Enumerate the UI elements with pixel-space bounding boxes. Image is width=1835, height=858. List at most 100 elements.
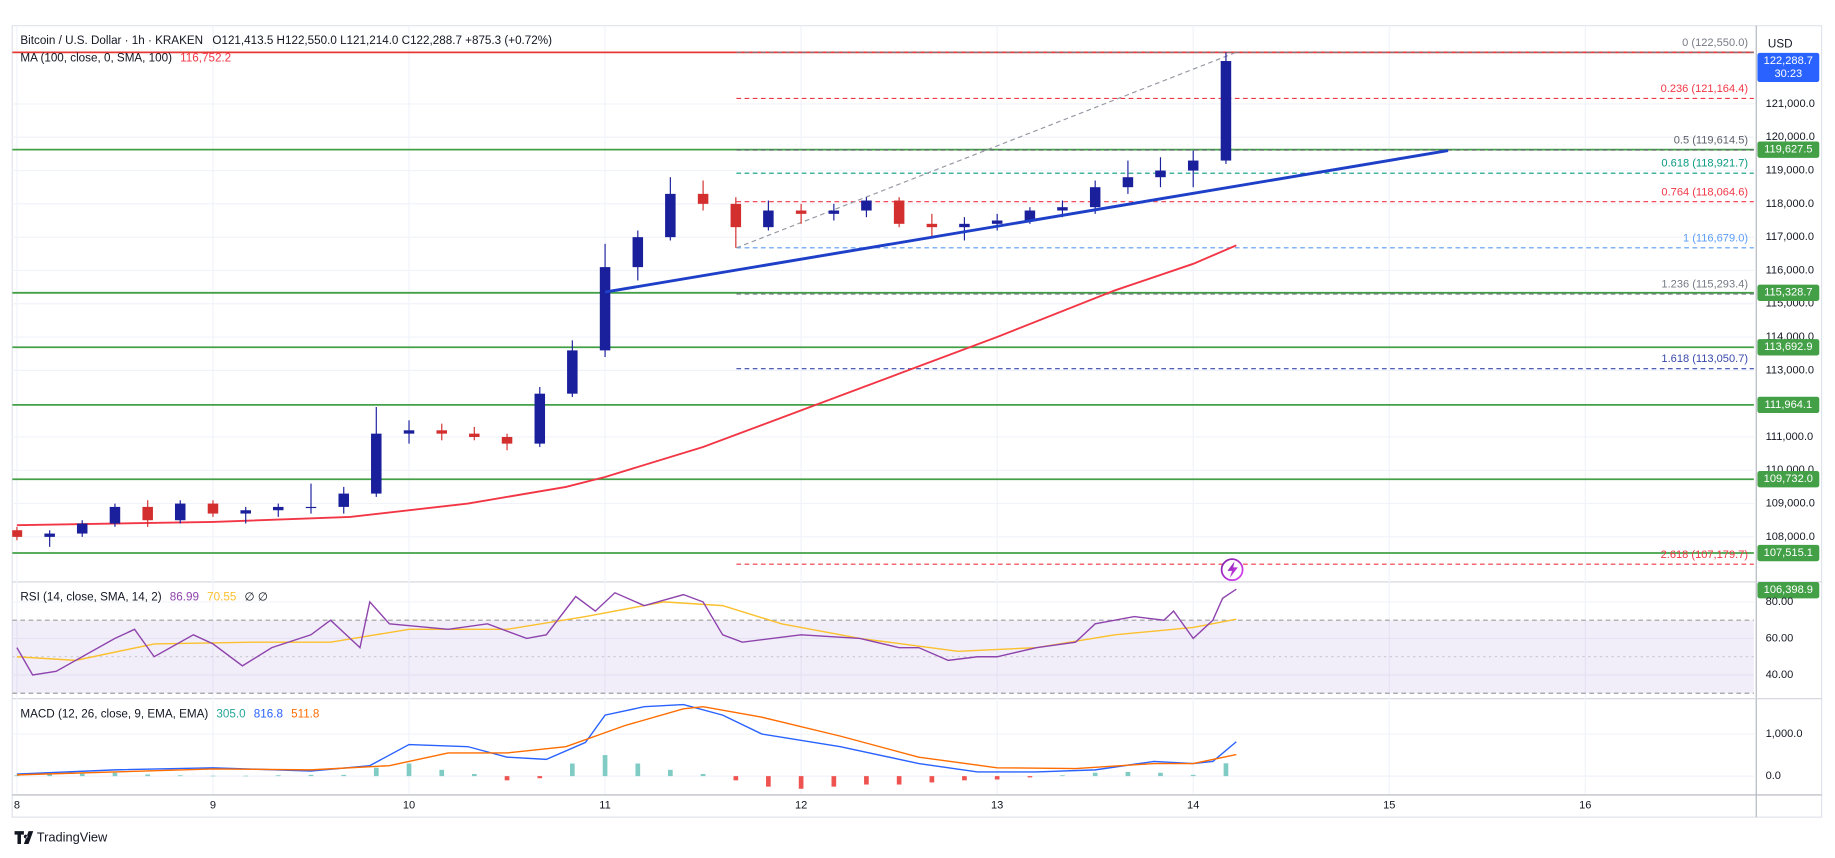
candle-body [1122,177,1134,188]
y-tick-label: 0.0 [1766,770,1781,782]
fib-label: 1 (116,679.0) [1683,232,1748,244]
fib-label: 0 (122,550.0) [1682,37,1748,49]
candle-body [436,430,448,434]
pane-1 [12,588,1754,694]
y-tick-label: 119,000.0 [1766,164,1814,176]
legend-item: 86.99 [170,591,199,604]
candle-body [305,506,317,509]
candle-body [893,200,905,224]
rsi-series [16,588,1237,676]
candle-body [730,203,742,228]
candle-body [991,220,1003,224]
histogram-bar [112,772,118,777]
level-label: 109,732.0 [1764,473,1813,485]
candle-body [501,436,513,444]
histogram-bar [504,776,510,781]
level-label-box [1757,582,1820,599]
histogram-bar [1223,763,1229,777]
histogram-bar [1125,771,1131,777]
x-tick-label: 11 [599,799,610,811]
histogram-bar [14,775,20,777]
marks [12,51,1754,789]
y-tick-label: 113,000.0 [1766,364,1814,376]
legend-item: 511.8 [291,707,319,720]
price-timer: 30:23 [1774,68,1802,80]
candle-body [1057,207,1068,211]
candle-body [371,433,382,494]
x-tick-label: 12 [795,799,807,811]
brand: TradingView [37,830,108,845]
candle-body [1220,61,1232,161]
level-label: 107,515.1 [1764,547,1813,559]
level-label-box [1757,471,1820,488]
histogram-bar [1158,772,1163,777]
y-tick-label: 80.00 [1766,596,1794,608]
histogram-bar [798,776,804,789]
price-label: 122,288.7 [1764,55,1813,67]
histogram-bar [177,775,183,777]
pane-0 [12,51,1754,565]
legend-item: 305.0 [216,707,246,720]
currency: USD [1768,37,1793,50]
legend-item: 70.55 [207,591,236,604]
fib-label: 0.236 (121,164.4) [1661,83,1748,95]
grid [12,25,1754,794]
histogram-bar [994,776,1000,780]
frame [11,25,1823,818]
histogram-bar [406,763,412,777]
candle-body [1187,160,1199,171]
histogram-bar [1092,772,1098,777]
y-tick-label: 118,000.0 [1766,198,1814,210]
histogram-bar [635,763,641,777]
candle-body [795,210,807,214]
candle-body [1089,187,1101,208]
candle-body [665,193,676,238]
candle-body [109,506,121,524]
price-label-box [1757,52,1820,83]
y-tick-label: 40.00 [1766,669,1794,681]
event-icon [1220,558,1244,582]
level-label: 106,398.9 [1764,584,1813,596]
candle-body [632,237,644,268]
trend-line [604,149,1449,294]
candle-body [44,533,55,537]
x-tick-label: 16 [1579,799,1591,811]
histogram-bar [210,775,216,777]
histogram-bar [243,775,249,777]
candle-body [599,267,611,351]
histogram-bar [1027,776,1033,778]
histogram-bar [766,776,771,787]
candle-body [12,530,23,537]
histogram-bar [896,776,902,785]
histogram-bar [341,774,347,777]
level-label: 115,328.7 [1764,287,1812,299]
macd-series [16,706,1237,776]
histogram-bar [47,774,53,777]
logo: TradingView [14,830,108,845]
y-tick-label: 121,000.0 [1766,98,1815,110]
ma-line [16,244,1237,527]
level-label-box [1757,396,1820,414]
y-tick-label: 108,000.0 [1766,531,1815,543]
fib-label: 1.236 (115,293.4) [1661,279,1748,291]
histogram-bar [668,769,673,777]
y-tick-label: 60.00 [1766,632,1794,644]
legend-item: MACD (12, 26, close, 9, EMA, EMA) [20,707,208,720]
x-tick-label: 8 [14,799,20,811]
histogram-bar [308,774,314,777]
x-tick-label: 13 [991,799,1003,811]
histogram-bar [602,755,608,777]
y-tick-label: 1,000.0 [1766,728,1803,740]
y-tick-label: 111,000.0 [1766,431,1814,443]
histogram-bar [471,774,477,777]
labels: 8 9 10 11 12 13 14 15 16108,000.0109,000.0110,00… [14,37,1820,811]
fib-label: 1.618 (113,050.7) [1661,353,1748,365]
candle-body [338,493,349,507]
histogram-bar [929,776,935,783]
legend-item: ∅ ∅ [244,591,268,604]
histogram-bar [373,767,379,777]
pane-2 [14,703,1237,789]
fib-label: 2.618 (107,179.7) [1661,549,1748,561]
level-label: 111,964.1 [1765,399,1813,411]
